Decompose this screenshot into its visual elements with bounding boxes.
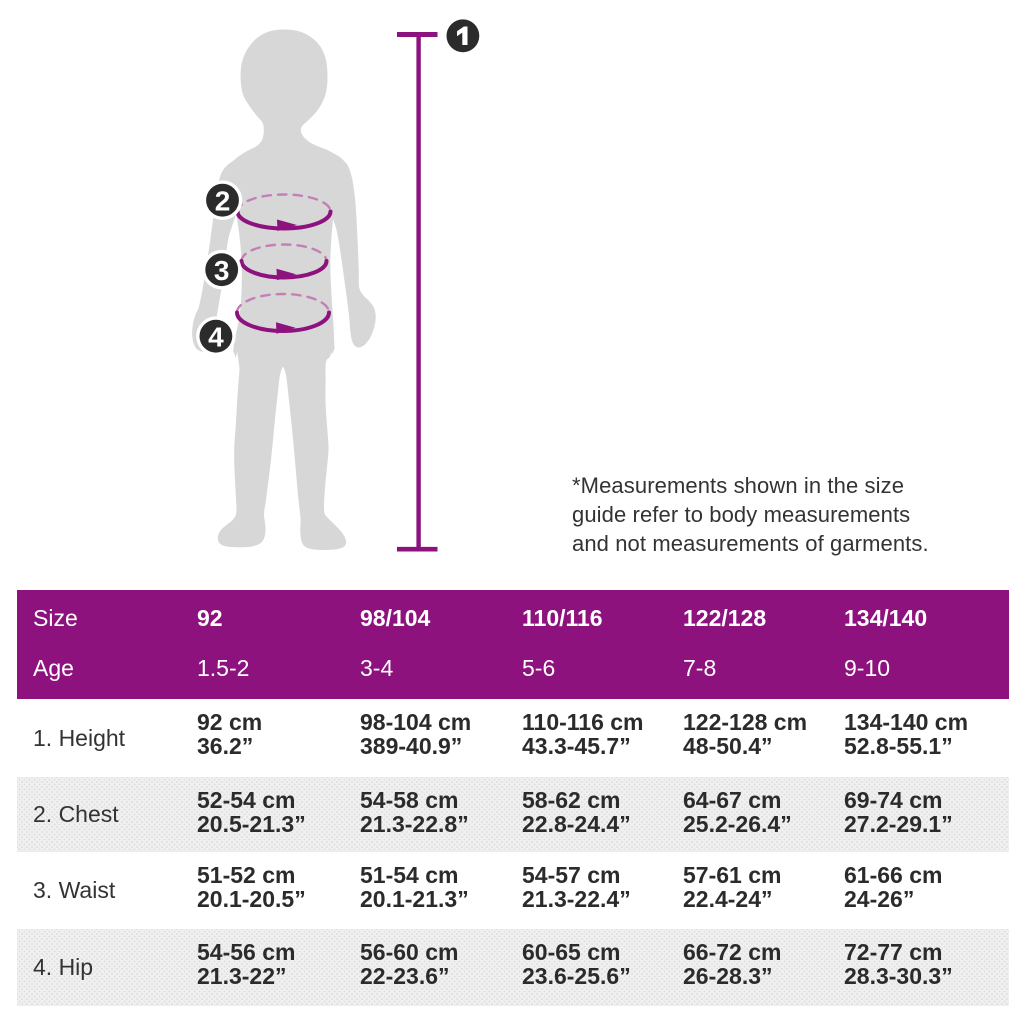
svg-text:2: 2 [215,185,231,216]
svg-text:4: 4 [208,321,224,352]
svg-text:3: 3 [214,255,230,286]
